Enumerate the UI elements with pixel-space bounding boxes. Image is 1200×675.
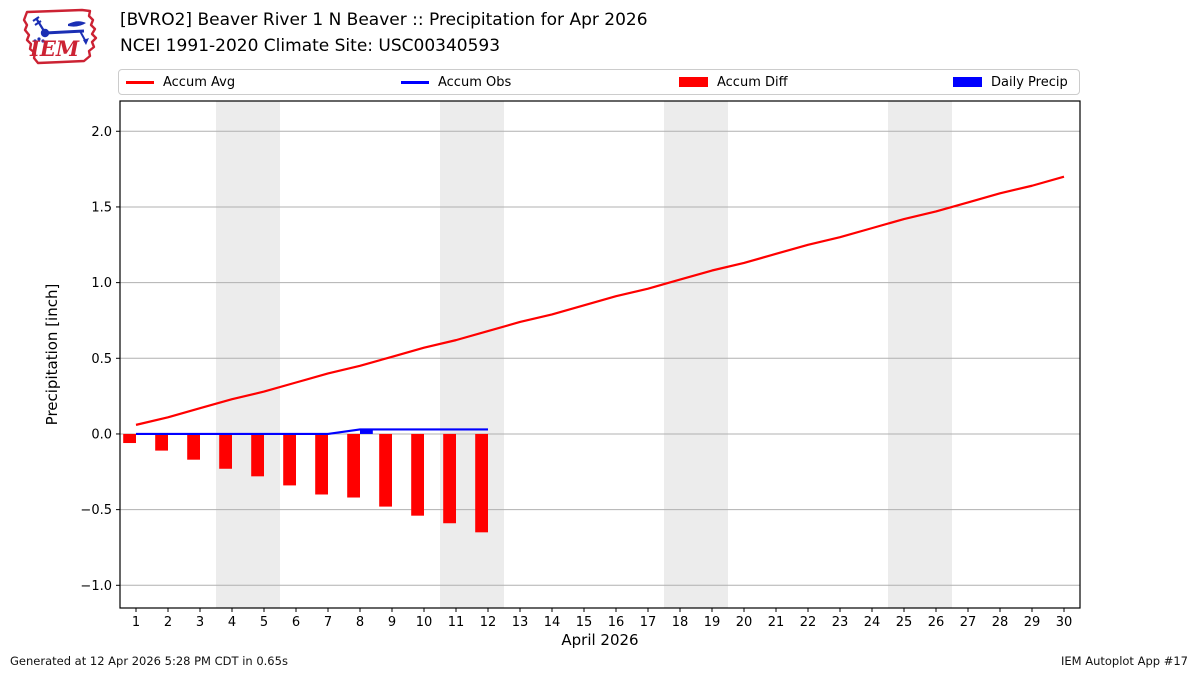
bar-accum-diff xyxy=(251,433,264,477)
bar-accum-diff xyxy=(315,433,328,495)
legend-swatch-accum-avg xyxy=(126,80,154,84)
iem-logo: IEM xyxy=(22,8,98,65)
x-tick-label: 13 xyxy=(512,615,529,630)
x-tick-label: 10 xyxy=(416,615,433,630)
line-accum-avg xyxy=(135,175,1065,426)
y-tick-label: 0.5 xyxy=(91,352,112,367)
legend-swatch-accum-obs xyxy=(401,80,429,84)
line-accum-obs xyxy=(136,428,488,436)
y-tick-label: 1.5 xyxy=(91,200,112,215)
legend-item-accum-avg: Accum Avg xyxy=(126,70,235,94)
x-tick-label: 23 xyxy=(832,615,849,630)
legend-label: Accum Diff xyxy=(717,74,788,90)
x-tick-label: 1 xyxy=(132,615,140,630)
y-tick-label: −1.0 xyxy=(80,579,112,594)
x-tick-label: 12 xyxy=(480,615,497,630)
legend-swatch-accum-diff xyxy=(679,77,708,87)
x-tick-label: 14 xyxy=(544,615,561,630)
chart-legend: Accum Avg Accum Obs Accum Diff Daily Precip xyxy=(118,69,1080,95)
y-tick-label: 1.0 xyxy=(91,276,112,291)
x-tick-label: 6 xyxy=(292,615,300,630)
x-tick-label: 2 xyxy=(164,615,172,630)
legend-item-daily-precip: Daily Precip xyxy=(953,70,1068,94)
weekend-band xyxy=(664,101,728,608)
x-tick-label: 30 xyxy=(1056,615,1073,630)
y-axis-label: Precipitation [inch] xyxy=(43,284,61,426)
x-tick-label: 24 xyxy=(864,615,881,630)
bar-accum-diff xyxy=(379,433,392,507)
x-axis-label: April 2026 xyxy=(561,631,638,649)
x-tick-label: 27 xyxy=(960,615,977,630)
x-tick-label: 9 xyxy=(388,615,396,630)
x-tick-label: 22 xyxy=(800,615,817,630)
bar-accum-diff xyxy=(475,433,488,533)
chart-header: [BVRO2] Beaver River 1 N Beaver :: Preci… xyxy=(120,7,648,59)
bar-daily-precip xyxy=(360,429,373,434)
chart-title-line2: NCEI 1991-2020 Climate Site: USC00340593 xyxy=(120,36,501,56)
bar-accum-diff xyxy=(411,433,424,516)
x-tick-label: 4 xyxy=(228,615,236,630)
x-tick-label: 3 xyxy=(196,615,204,630)
bar-accum-diff xyxy=(155,433,168,451)
x-tick-label: 26 xyxy=(928,615,945,630)
x-tick-label: 7 xyxy=(324,615,332,630)
legend-item-accum-diff: Accum Diff xyxy=(679,70,788,94)
x-tick-label: 28 xyxy=(992,615,1009,630)
app-credit: IEM Autoplot App #17 xyxy=(1060,654,1188,668)
legend-item-accum-obs: Accum Obs xyxy=(401,70,511,94)
anemometer-icon xyxy=(32,16,89,45)
bar-accum-diff xyxy=(443,433,456,524)
weekend-band xyxy=(888,101,952,608)
legend-label: Accum Avg xyxy=(163,74,236,90)
bar-accum-diff xyxy=(123,433,136,444)
bar-accum-diff xyxy=(187,433,200,460)
x-tick-label: 19 xyxy=(704,615,721,630)
iem-logo-text: IEM xyxy=(29,36,80,61)
x-tick-label: 18 xyxy=(672,615,689,630)
x-tick-label: 16 xyxy=(608,615,625,630)
bar-accum-diff xyxy=(219,433,232,469)
x-tick-label: 29 xyxy=(1024,615,1041,630)
chart-title-line1: [BVRO2] Beaver River 1 N Beaver :: Preci… xyxy=(120,10,648,30)
y-tick-label: −0.5 xyxy=(80,503,112,518)
y-tick-label: 2.0 xyxy=(91,125,112,140)
x-tick-label: 5 xyxy=(260,615,268,630)
x-tick-label: 20 xyxy=(736,615,753,630)
weekend-band xyxy=(440,101,504,608)
x-tick-label: 15 xyxy=(576,615,593,630)
x-tick-label: 11 xyxy=(448,615,465,630)
legend-label: Accum Obs xyxy=(438,74,512,90)
plot-border xyxy=(119,100,1081,609)
x-tick-label: 8 xyxy=(356,615,364,630)
x-tick-label: 21 xyxy=(768,615,785,630)
x-tick-label: 17 xyxy=(640,615,657,630)
x-tick-label: 25 xyxy=(896,615,913,630)
weekend-band xyxy=(216,101,280,608)
generated-timestamp: Generated at 12 Apr 2026 5:28 PM CDT in … xyxy=(10,654,288,668)
y-tick-label: 0.0 xyxy=(91,427,112,442)
legend-swatch-daily-precip xyxy=(953,77,982,87)
legend-label: Daily Precip xyxy=(991,74,1068,90)
bar-accum-diff xyxy=(347,433,360,498)
bar-accum-diff xyxy=(283,433,296,486)
